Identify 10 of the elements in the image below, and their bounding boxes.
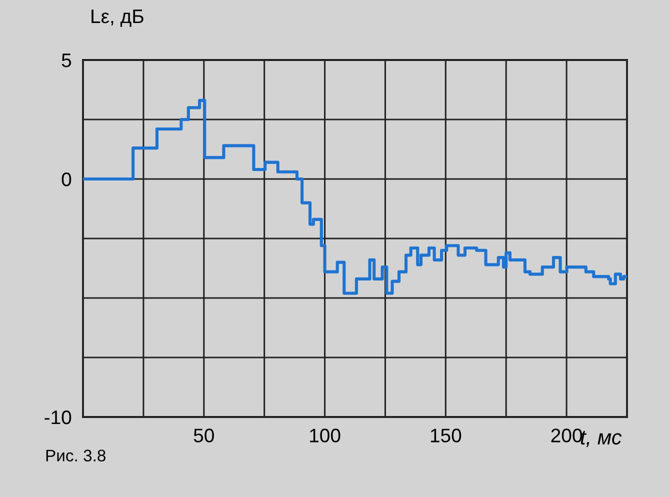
y-tick-label: 0 [62,172,72,186]
y-tick-label: -10 [44,410,72,424]
y-tick-label: 5 [62,54,72,68]
text: Рис. 3.8 [46,450,106,462]
x-tick-label: 100 [310,428,340,442]
x-tick-label: 200 [551,428,582,442]
x-tick-label: 50 [194,428,214,442]
x-tick-label: 150 [430,428,462,442]
y-axis-title: Lε, дБ [92,10,144,27]
x-axis-title: t, мс [580,430,622,448]
